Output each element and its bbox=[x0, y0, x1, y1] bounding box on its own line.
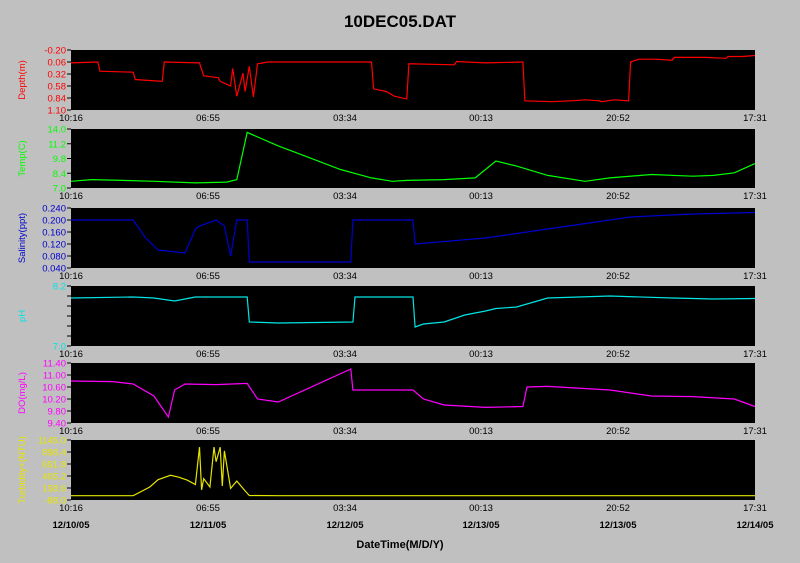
x-tick-label: 10:16 bbox=[59, 191, 83, 202]
series-line-4 bbox=[70, 368, 756, 419]
x-tick-label: 10:16 bbox=[59, 426, 83, 437]
series-line-1 bbox=[70, 131, 756, 184]
date-tick-label: 12/10/05 bbox=[53, 520, 91, 531]
y-tick-label: 10.60 bbox=[42, 383, 66, 394]
y-axis-label: Depth(m) bbox=[17, 60, 28, 100]
date-tick-label: 12/11/05 bbox=[190, 520, 227, 531]
y-tick-label: 0.200 bbox=[42, 216, 66, 227]
y-axis-label: pH bbox=[17, 310, 28, 322]
x-tick-label: 00:13 bbox=[469, 113, 493, 124]
y-tick-label: 11.40 bbox=[43, 359, 66, 370]
y-tick-label: 0.080 bbox=[42, 252, 66, 263]
series-line-5 bbox=[71, 446, 755, 497]
x-tick-label: 20:52 bbox=[606, 113, 630, 124]
y-tick-label: 0.06 bbox=[48, 58, 67, 69]
y-tick-label: 0.240 bbox=[42, 204, 66, 215]
x-axis-label: DateTime(M/D/Y) bbox=[356, 539, 444, 551]
date-tick-label: 12/13/05 bbox=[463, 520, 501, 531]
y-tick-label: 9.80 bbox=[48, 407, 67, 418]
x-tick-label: 06:55 bbox=[196, 191, 220, 202]
x-tick-label: 10:16 bbox=[59, 271, 83, 282]
y-tick-label: 0.160 bbox=[42, 228, 66, 239]
x-tick-label: 00:13 bbox=[469, 271, 493, 282]
y-tick-label: 8.2 bbox=[53, 282, 66, 293]
plot-area-0 bbox=[71, 50, 755, 110]
x-tick-label: 20:52 bbox=[606, 349, 630, 360]
y-tick-label: 405.2 bbox=[42, 472, 66, 483]
x-tick-label: 03:34 bbox=[333, 349, 357, 360]
y-tick-label: 9.8 bbox=[53, 154, 66, 165]
y-tick-label: 10.20 bbox=[42, 395, 66, 406]
y-axis-label: DO(mg/L) bbox=[17, 372, 28, 414]
x-tick-label: 06:55 bbox=[196, 426, 220, 437]
series-line-3 bbox=[70, 295, 756, 328]
x-tick-label: 06:55 bbox=[196, 113, 220, 124]
y-tick-label: 0.040 bbox=[42, 264, 66, 275]
y-axis-label: Salinity(ppt) bbox=[17, 213, 28, 263]
x-tick-label: 17:31 bbox=[743, 271, 767, 282]
y-tick-label: 14.0 bbox=[48, 125, 67, 136]
x-tick-label: 00:13 bbox=[469, 349, 493, 360]
x-tick-label: 00:13 bbox=[469, 503, 493, 514]
x-tick-label: 00:13 bbox=[469, 191, 493, 202]
y-tick-label: -88.0 bbox=[44, 496, 66, 507]
y-axis-label: Temp(C) bbox=[17, 140, 28, 176]
x-tick-label: 20:52 bbox=[606, 191, 630, 202]
y-tick-label: 651.8 bbox=[42, 460, 66, 471]
x-tick-label: 06:55 bbox=[196, 503, 220, 514]
x-tick-label: 03:34 bbox=[333, 191, 357, 202]
plot-area-4 bbox=[71, 363, 755, 423]
y-tick-label: 8.4 bbox=[53, 169, 66, 180]
plot-area-5 bbox=[71, 440, 755, 500]
y-tick-label: 11.00 bbox=[43, 371, 66, 382]
date-tick-label: 12/12/05 bbox=[327, 520, 365, 531]
y-tick-label: 11.2 bbox=[48, 139, 66, 150]
y-tick-label: 0.58 bbox=[48, 82, 67, 93]
y-tick-label: 898.4 bbox=[42, 448, 66, 459]
y-tick-label: 0.84 bbox=[48, 94, 67, 105]
x-tick-label: 20:52 bbox=[606, 426, 630, 437]
y-tick-label: 7.0 bbox=[53, 342, 66, 353]
x-tick-label: 10:16 bbox=[59, 349, 83, 360]
x-tick-label: 10:16 bbox=[59, 113, 83, 124]
x-tick-label: 17:31 bbox=[743, 349, 767, 360]
x-tick-label: 17:31 bbox=[743, 426, 767, 437]
series-line-2 bbox=[71, 211, 756, 263]
y-tick-label: 0.120 bbox=[42, 240, 66, 251]
y-axis-label: Turbidity+(NTU) bbox=[17, 436, 28, 503]
y-tick-label: 7.0 bbox=[53, 184, 66, 195]
x-tick-label: 03:34 bbox=[333, 503, 357, 514]
date-tick-label: 12/13/05 bbox=[600, 520, 638, 531]
x-tick-label: 06:55 bbox=[196, 271, 220, 282]
x-tick-label: 00:13 bbox=[469, 426, 493, 437]
x-tick-label: 20:52 bbox=[606, 271, 630, 282]
x-tick-label: 06:55 bbox=[196, 349, 220, 360]
x-tick-label: 10:16 bbox=[59, 503, 83, 514]
plot-area-1 bbox=[71, 129, 755, 188]
y-tick-label: 1.10 bbox=[48, 106, 67, 117]
series-line-0 bbox=[70, 54, 756, 103]
y-tick-label: 9.40 bbox=[48, 419, 67, 430]
plot-area-3 bbox=[71, 286, 755, 346]
y-tick-label: -0.20 bbox=[44, 46, 66, 57]
y-tick-label: 1145.0 bbox=[38, 436, 66, 447]
date-tick-label: 12/14/05 bbox=[737, 520, 775, 531]
y-tick-label: 158.6 bbox=[42, 484, 66, 495]
x-tick-label: 17:31 bbox=[743, 191, 767, 202]
x-tick-label: 03:34 bbox=[333, 113, 357, 124]
x-tick-label: 03:34 bbox=[333, 426, 357, 437]
y-tick-label: 0.32 bbox=[48, 70, 67, 81]
plot-area-2 bbox=[71, 208, 755, 268]
x-tick-label: 03:34 bbox=[333, 271, 357, 282]
x-tick-label: 17:31 bbox=[743, 503, 767, 514]
x-tick-label: 20:52 bbox=[606, 503, 630, 514]
chart-title: 10DEC05.DAT bbox=[343, 12, 457, 31]
x-tick-label: 17:31 bbox=[743, 113, 767, 124]
